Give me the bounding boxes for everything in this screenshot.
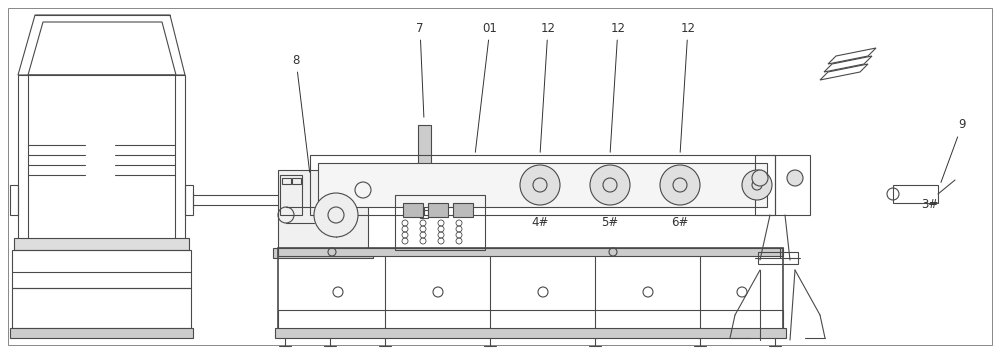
Bar bbox=[18, 75, 185, 240]
Bar bbox=[273, 248, 373, 258]
Circle shape bbox=[520, 165, 560, 205]
Text: 5#: 5# bbox=[601, 216, 619, 229]
Bar bbox=[12, 288, 191, 328]
Bar bbox=[280, 175, 302, 215]
Text: 6#: 6# bbox=[671, 216, 689, 229]
Bar bbox=[14, 238, 189, 250]
Bar bbox=[10, 328, 193, 338]
Text: 3#: 3# bbox=[921, 198, 939, 211]
Text: 8: 8 bbox=[292, 54, 310, 172]
Bar bbox=[10, 185, 18, 215]
Circle shape bbox=[752, 170, 768, 186]
Text: 01: 01 bbox=[475, 22, 497, 152]
Bar bbox=[420, 210, 428, 218]
Bar bbox=[428, 203, 448, 217]
Circle shape bbox=[660, 165, 700, 205]
Text: 4#: 4# bbox=[531, 216, 549, 229]
Bar bbox=[395, 195, 485, 250]
Bar bbox=[275, 328, 786, 338]
Bar bbox=[318, 163, 767, 207]
Bar bbox=[418, 125, 431, 200]
Bar bbox=[278, 248, 783, 338]
Circle shape bbox=[314, 193, 358, 237]
Circle shape bbox=[742, 170, 772, 200]
Circle shape bbox=[590, 165, 630, 205]
Text: 12: 12 bbox=[680, 22, 696, 152]
Text: 12: 12 bbox=[540, 22, 556, 152]
Text: 7: 7 bbox=[416, 22, 424, 117]
Text: 9: 9 bbox=[941, 119, 966, 183]
Bar bbox=[278, 170, 368, 248]
Bar bbox=[282, 178, 291, 184]
Bar bbox=[758, 252, 798, 264]
Bar bbox=[185, 185, 193, 215]
Bar bbox=[755, 155, 810, 215]
Bar bbox=[292, 178, 301, 184]
Text: 12: 12 bbox=[610, 22, 626, 152]
Bar bbox=[403, 203, 423, 217]
Bar bbox=[278, 310, 783, 330]
Bar bbox=[278, 248, 783, 256]
Bar bbox=[453, 203, 473, 217]
Circle shape bbox=[787, 170, 803, 186]
Bar bbox=[12, 250, 191, 288]
Bar bbox=[310, 155, 775, 215]
Bar bbox=[893, 185, 938, 203]
